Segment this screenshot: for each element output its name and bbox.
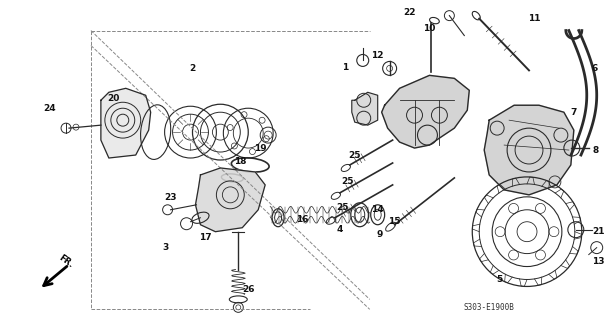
- Text: 12: 12: [371, 51, 384, 60]
- Text: 26: 26: [242, 285, 255, 294]
- Text: 25: 25: [342, 177, 354, 187]
- Text: 10: 10: [423, 24, 435, 33]
- Text: 7: 7: [571, 108, 577, 117]
- Text: 22: 22: [403, 8, 416, 17]
- Polygon shape: [382, 76, 470, 148]
- Text: 15: 15: [389, 217, 401, 226]
- Text: 20: 20: [108, 94, 120, 103]
- Text: S303-E1900B: S303-E1900B: [464, 303, 515, 312]
- Polygon shape: [195, 168, 265, 232]
- Text: 14: 14: [371, 205, 384, 214]
- Text: 24: 24: [43, 104, 55, 113]
- Text: 25: 25: [337, 203, 349, 212]
- Text: 9: 9: [376, 230, 383, 239]
- Text: FR.: FR.: [57, 253, 75, 270]
- Text: 13: 13: [593, 257, 605, 266]
- Text: 6: 6: [591, 64, 598, 73]
- Text: 18: 18: [234, 157, 247, 166]
- Text: 23: 23: [164, 193, 177, 202]
- Text: 2: 2: [189, 64, 195, 73]
- Text: 3: 3: [163, 243, 169, 252]
- Text: 21: 21: [593, 227, 605, 236]
- Text: 1: 1: [342, 63, 348, 72]
- Polygon shape: [352, 92, 378, 125]
- Polygon shape: [101, 88, 150, 158]
- Text: 11: 11: [528, 14, 540, 23]
- Polygon shape: [484, 105, 574, 195]
- Text: 16: 16: [296, 215, 308, 224]
- Text: 8: 8: [593, 146, 599, 155]
- Text: 17: 17: [199, 233, 212, 242]
- Text: 4: 4: [337, 225, 343, 234]
- Text: 25: 25: [348, 150, 361, 160]
- Text: 5: 5: [496, 275, 502, 284]
- Text: 19: 19: [254, 144, 267, 153]
